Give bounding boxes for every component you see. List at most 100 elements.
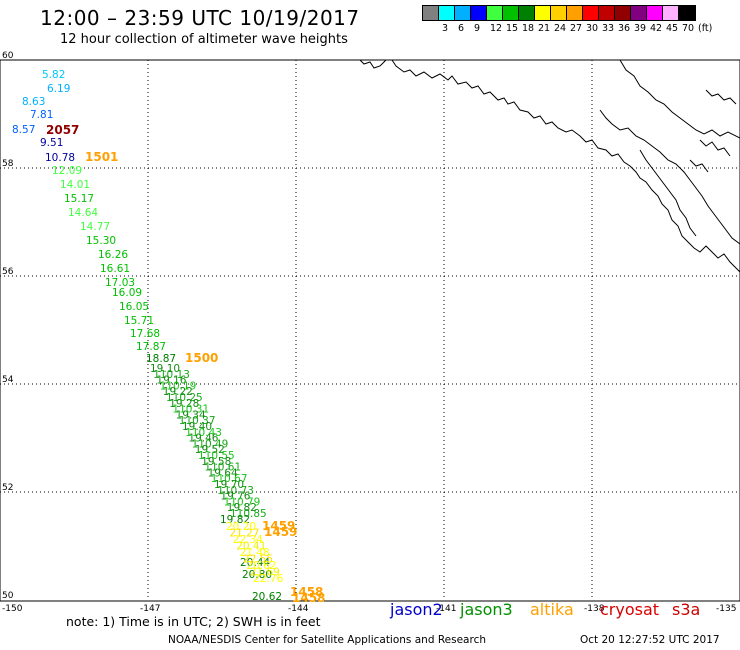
legend-swatch [535, 6, 551, 20]
wave-height-value: 16.26 [98, 249, 128, 261]
wave-height-value: 17.87 [136, 341, 166, 353]
wave-height-value: 110.25 [166, 392, 203, 404]
wave-height-value: 20.62 [252, 591, 282, 603]
legend-label: 12 [490, 23, 503, 34]
legend-unit: (ft) [698, 23, 713, 34]
legend-label: 45 [666, 23, 679, 34]
legend-swatch [615, 6, 631, 20]
wave-height-value: 19.40 [182, 421, 212, 433]
wave-height-value: 21.27 [229, 528, 259, 540]
legend-swatch [663, 6, 679, 20]
legend-color-scale [422, 5, 696, 21]
wave-height-value: 110.49 [192, 438, 229, 450]
wave-height-value: 19.58 [201, 456, 231, 468]
legend-label: 24 [554, 23, 567, 34]
wave-height-value: 19.16 [156, 375, 186, 387]
wave-height-value: 20.80 [242, 569, 272, 581]
legend-label: 30 [586, 23, 599, 34]
wave-height-value: 6.19 [47, 83, 70, 95]
alaska-coastline [391, 59, 740, 273]
wave-height-value: 110.67 [211, 473, 248, 485]
wave-height-value: 110.73 [217, 485, 254, 497]
coastline [359, 59, 740, 273]
latitude-label: 50 [2, 591, 14, 601]
mainland-interior [619, 59, 740, 139]
longitude-label: -138 [584, 604, 605, 614]
wave-height-value: 19.82 [220, 514, 250, 526]
pass-time-label: 2057 [46, 123, 79, 137]
wave-height-value: 20.20 [226, 521, 256, 533]
legend-swatch [567, 6, 583, 20]
axis-labels: 60 58 56 54 52 50 -150 -147 -144 -141 -138 -135 [2, 51, 736, 614]
legend-swatch [583, 6, 599, 20]
wave-height-value: 110.19 [160, 380, 197, 392]
latitude-label: 52 [2, 483, 13, 493]
satellite-name: s3a [672, 600, 701, 619]
longitude-label: -141 [436, 604, 456, 614]
legend-label: 6 [458, 23, 465, 34]
pass-time-label: 1458 [292, 591, 325, 605]
legend-swatch [551, 6, 567, 20]
legend-swatch [471, 6, 487, 20]
latitude-label: 54 [2, 375, 14, 385]
wave-height-value: 110.55 [198, 450, 235, 462]
wave-height-value: 20.41 [236, 541, 266, 553]
wave-height-value: 110.61 [204, 462, 241, 474]
credit-line: NOAA/NESDIS Center for Satellite Applica… [168, 634, 486, 646]
wave-height-value: 110.85 [230, 508, 267, 520]
wave-height-value: 19.64 [208, 467, 238, 479]
legend-label: 18 [522, 23, 535, 34]
wave-height-value: 12.09 [52, 165, 82, 177]
wave-height-value: 19.34 [176, 409, 206, 421]
legend-swatch [519, 6, 535, 20]
legend-label: 15 [506, 23, 519, 34]
longitude-label: -135 [716, 604, 736, 614]
wave-height-value: 16.61 [100, 263, 130, 275]
wave-height-value: 7.81 [30, 109, 53, 121]
wave-height-value: 14.01 [60, 179, 90, 191]
legend-swatch [487, 6, 503, 20]
legend-swatch [439, 6, 455, 20]
wave-height-value: 19.46 [188, 433, 218, 445]
wave-height-value: 14.77 [80, 221, 110, 233]
legend-label: 9 [474, 23, 481, 34]
satellite-name: cryosat [600, 600, 660, 619]
legend-swatch [423, 6, 439, 20]
graticule [0, 60, 740, 600]
pass-time-label: 1459 [262, 519, 295, 533]
legend-label: 27 [570, 23, 583, 34]
map-title: 12:00 – 23:59 UTC 10/19/2017 [40, 6, 360, 30]
inland-passage-2 [639, 149, 697, 237]
wave-height-value: 22.55 [243, 554, 273, 566]
wave-height-value: 17.03 [105, 277, 135, 289]
legend-swatch [631, 6, 647, 20]
legend-label: 3 [442, 23, 449, 34]
legend-swatch [455, 6, 471, 20]
wave-height-value: 22.34 [233, 534, 263, 546]
latitude-label: 56 [2, 267, 14, 277]
wave-height-value: 16.05 [119, 301, 149, 313]
wave-height-value: 110.31 [172, 404, 209, 416]
wave-height-value: 15.71 [124, 315, 154, 327]
wave-height-value: 110.43 [185, 427, 222, 439]
legend-labels: 3 6 9 12 15 18 21 24 27 30 33 36 39 42 45 70 (ft) [422, 21, 712, 35]
satellite-name: altika [530, 600, 574, 619]
wave-height-value: 110.37 [179, 415, 216, 427]
wave-height-value: 18.87 [146, 353, 176, 365]
wave-height-value: 9.51 [40, 137, 63, 149]
wave-height-value: 17.68 [130, 328, 160, 340]
wave-height-value: 5.82 [42, 69, 65, 81]
islands [689, 89, 737, 173]
wave-height-value: 20.62 [246, 560, 276, 572]
wave-height-value: 15.17 [64, 193, 94, 205]
generated-timestamp: Oct 20 12:27:52 UTC 2017 [580, 634, 720, 646]
pass-time-label: 1458 [290, 585, 323, 599]
legend-label: 39 [634, 23, 647, 34]
wave-height-value: 22.76 [253, 573, 283, 585]
wave-height-value: 19.22 [163, 386, 193, 398]
pass-time-label: 1500 [185, 351, 218, 365]
wave-height-value: 10.78 [45, 152, 75, 164]
legend-swatch [599, 6, 615, 20]
